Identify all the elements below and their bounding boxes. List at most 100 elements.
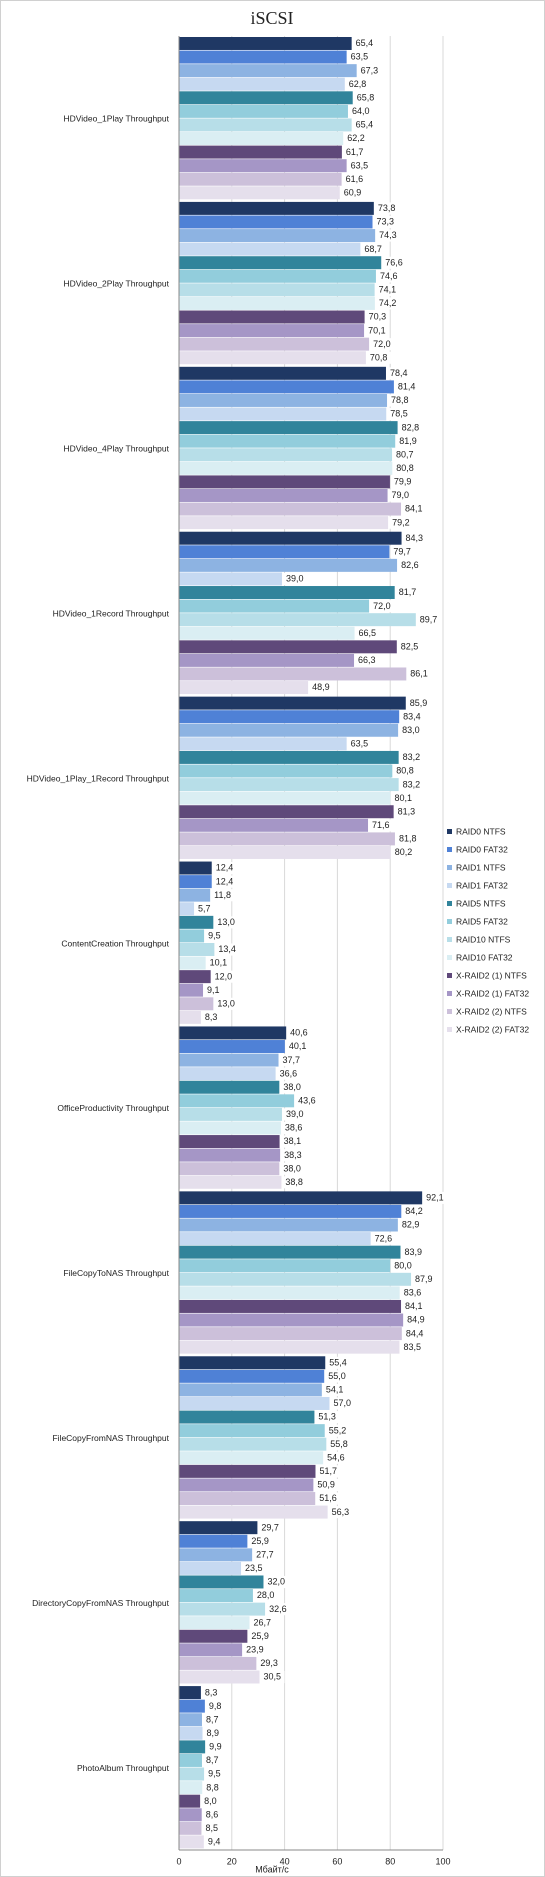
bar [179,50,347,64]
bar [179,915,214,929]
x-tick-label: 80 [385,1856,395,1866]
bar [179,818,369,832]
value-label: 62,2 [347,133,365,143]
value-label: 62,8 [349,79,367,89]
bar [179,1548,253,1562]
bar [179,91,353,105]
bar [179,475,390,489]
bar [179,1781,203,1795]
value-label-bg [369,819,394,832]
bar [179,421,398,435]
bar [179,545,390,559]
bar [179,1026,287,1040]
value-label: 8,7 [206,1714,219,1724]
value-label: 64,0 [352,106,370,116]
value-label: 80,0 [394,1260,412,1270]
value-label: 83,5 [403,1342,421,1352]
bar [179,337,370,351]
value-label: 40,1 [289,1041,307,1051]
bar [179,764,393,778]
value-label-bg [370,338,395,351]
value-label: 70,1 [368,325,386,335]
value-label-bg [195,902,220,915]
value-label-bg [203,1727,228,1740]
value-label: 40,6 [290,1028,308,1038]
y-tick-label: HDVideo_1Play_1Record Throughput [27,773,170,783]
bar [179,1191,423,1205]
bar [179,653,355,667]
bar [179,407,387,421]
value-label-bg [250,1616,275,1629]
bar [179,1107,282,1121]
bar [179,875,212,889]
bar [179,531,402,545]
bar [179,1451,324,1465]
bar [179,64,357,78]
value-label-bg [401,1246,426,1259]
value-label-bg [352,37,377,50]
value-label: 55,4 [329,1357,347,1367]
value-label: 8,3 [205,1687,218,1697]
y-tick-label: OfficeProductivity Throughput [57,1103,169,1113]
bar [179,1437,327,1451]
value-label: 78,8 [391,395,409,405]
legend-swatch [447,865,452,870]
value-label-bg [211,889,236,902]
bar [179,1602,266,1616]
value-label: 67,3 [361,65,379,75]
value-label: 63,5 [351,52,369,62]
value-label: 5,7 [198,903,211,913]
y-tick-label: FileCopyToNAS Throughput [63,1268,169,1278]
value-label-bg [391,792,416,805]
bar [179,324,365,338]
value-label: 86,1 [410,669,428,679]
bar [179,1521,258,1535]
x-tick-label: 60 [332,1856,342,1866]
value-label: 73,3 [377,217,395,227]
legend-label: X-RAID2 (1) FAT32 [456,988,529,998]
value-label: 79,7 [393,546,411,556]
value-label-bg [326,1356,351,1369]
bar [179,159,347,173]
y-tick-label: HDVideo_1Record Throughput [53,608,170,618]
value-label-bg [400,710,425,723]
value-label-bg [340,186,365,199]
value-label: 51,6 [319,1493,337,1503]
value-label-bg [295,1094,320,1107]
x-tick-label: 20 [227,1856,237,1866]
value-label: 78,4 [390,368,408,378]
value-label: 8,6 [206,1809,219,1819]
x-axis-label: Мбайт/с [255,1864,289,1874]
bar [179,1629,248,1643]
value-label: 30,5 [264,1672,282,1682]
value-label-bg [264,1575,289,1589]
value-label-bg [253,1589,278,1602]
bar [179,888,211,902]
value-label-bg [382,256,407,269]
value-label-bg [399,751,424,764]
bar [179,1794,201,1808]
value-label: 13,0 [217,998,235,1008]
value-label-bg [423,1191,448,1204]
value-label: 9,9 [209,1742,222,1752]
bar [179,805,394,819]
value-label-bg [248,1630,273,1643]
legend-label: RAID5 NTFS [456,898,506,908]
value-label: 48,9 [312,682,330,692]
legend-swatch [447,1009,452,1014]
value-label: 82,6 [401,560,419,570]
chart-title: iSCSI [250,8,293,28]
legend-swatch [447,991,452,996]
value-label: 81,4 [398,382,416,392]
bar [179,1286,400,1300]
value-label-bg [285,1040,310,1053]
value-label: 81,7 [399,587,417,597]
value-label-bg [393,448,418,461]
value-label: 39,0 [286,574,304,584]
value-label-bg [342,146,367,159]
bar [179,1397,330,1410]
value-label: 83,2 [403,752,421,762]
value-label-bg [280,1162,305,1175]
bar [179,104,348,118]
